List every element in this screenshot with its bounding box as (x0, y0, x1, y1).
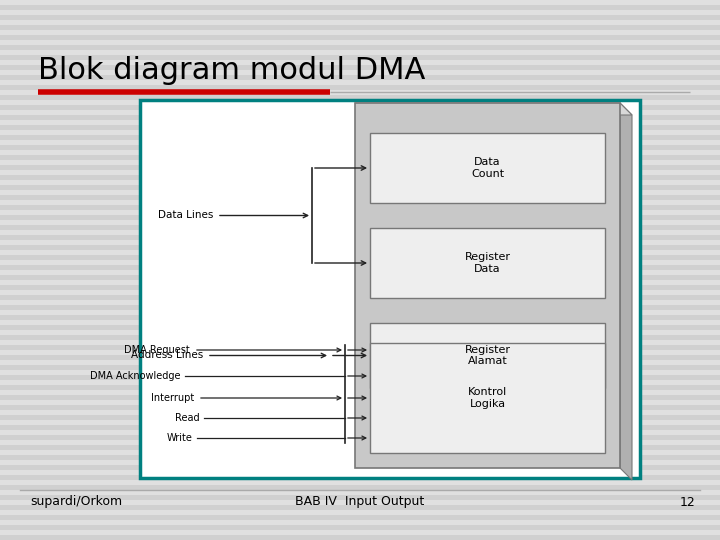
Text: Interrupt: Interrupt (150, 393, 194, 403)
Bar (0, 175, 720, 180)
Text: Address Lines: Address Lines (131, 350, 203, 361)
Bar (0, 105, 720, 110)
Bar (0, 415, 720, 420)
Bar (0, 485, 720, 490)
Text: Register
Data: Register Data (464, 252, 510, 274)
Bar (0, 385, 720, 390)
Bar (0, 365, 720, 370)
Text: Data
Count: Data Count (471, 157, 504, 179)
Bar (0, 205, 720, 210)
Bar (0, 455, 720, 460)
Bar (0, 65, 720, 70)
Text: BAB IV  Input Output: BAB IV Input Output (295, 496, 425, 509)
Bar (0, 405, 720, 410)
Bar (0, 265, 720, 270)
Bar (0, 75, 720, 80)
Bar (0, 245, 720, 250)
Text: Register
Alamat: Register Alamat (464, 345, 510, 366)
Bar (0, 305, 720, 310)
Bar (370, 323, 605, 388)
Bar (0, 505, 720, 510)
Bar (0, 45, 720, 50)
Text: 12: 12 (679, 496, 695, 509)
Bar (0, 335, 720, 340)
Bar (0, 85, 720, 90)
Bar (0, 5, 720, 10)
Bar (0, 475, 720, 480)
Bar (0, 465, 720, 470)
Polygon shape (355, 103, 632, 115)
Bar (0, 285, 720, 290)
Bar (0, 375, 720, 380)
Bar (0, 435, 720, 440)
Bar (0, 355, 720, 360)
Text: DMA Request: DMA Request (125, 345, 190, 355)
Text: DMA Acknowledge: DMA Acknowledge (91, 371, 181, 381)
Bar (0, 235, 720, 240)
Text: Read: Read (176, 413, 200, 423)
Bar (0, 185, 720, 190)
Bar (0, 145, 720, 150)
Bar (0, 135, 720, 140)
Bar (0, 315, 720, 320)
Text: supardi/Orkom: supardi/Orkom (30, 496, 122, 509)
Bar (0, 25, 720, 30)
Bar (0, 395, 720, 400)
Bar (0, 295, 720, 300)
Bar (0, 325, 720, 330)
Bar (355, 103, 620, 468)
Text: Blok diagram modul DMA: Blok diagram modul DMA (38, 56, 426, 85)
Bar (370, 228, 605, 298)
Bar (0, 255, 720, 260)
Bar (0, 95, 720, 100)
Bar (0, 215, 720, 220)
Bar (0, 445, 720, 450)
Bar (0, 425, 720, 430)
Bar (0, 115, 720, 120)
Text: Kontrol
Logika: Kontrol Logika (468, 387, 507, 409)
Bar (0, 225, 720, 230)
Bar (0, 515, 720, 520)
Bar (0, 35, 720, 40)
Bar (0, 15, 720, 20)
Text: Data Lines: Data Lines (158, 211, 213, 220)
Bar (0, 195, 720, 200)
Bar (140, 100, 640, 478)
Bar (370, 343, 605, 453)
Text: Write: Write (167, 433, 193, 443)
Bar (0, 155, 720, 160)
Bar (0, 55, 720, 60)
Bar (370, 133, 605, 203)
Bar (0, 165, 720, 170)
Bar (0, 345, 720, 350)
Bar (0, 535, 720, 540)
Bar (0, 495, 720, 500)
Polygon shape (620, 103, 632, 480)
Bar (0, 125, 720, 130)
Bar (0, 525, 720, 530)
Bar (0, 275, 720, 280)
